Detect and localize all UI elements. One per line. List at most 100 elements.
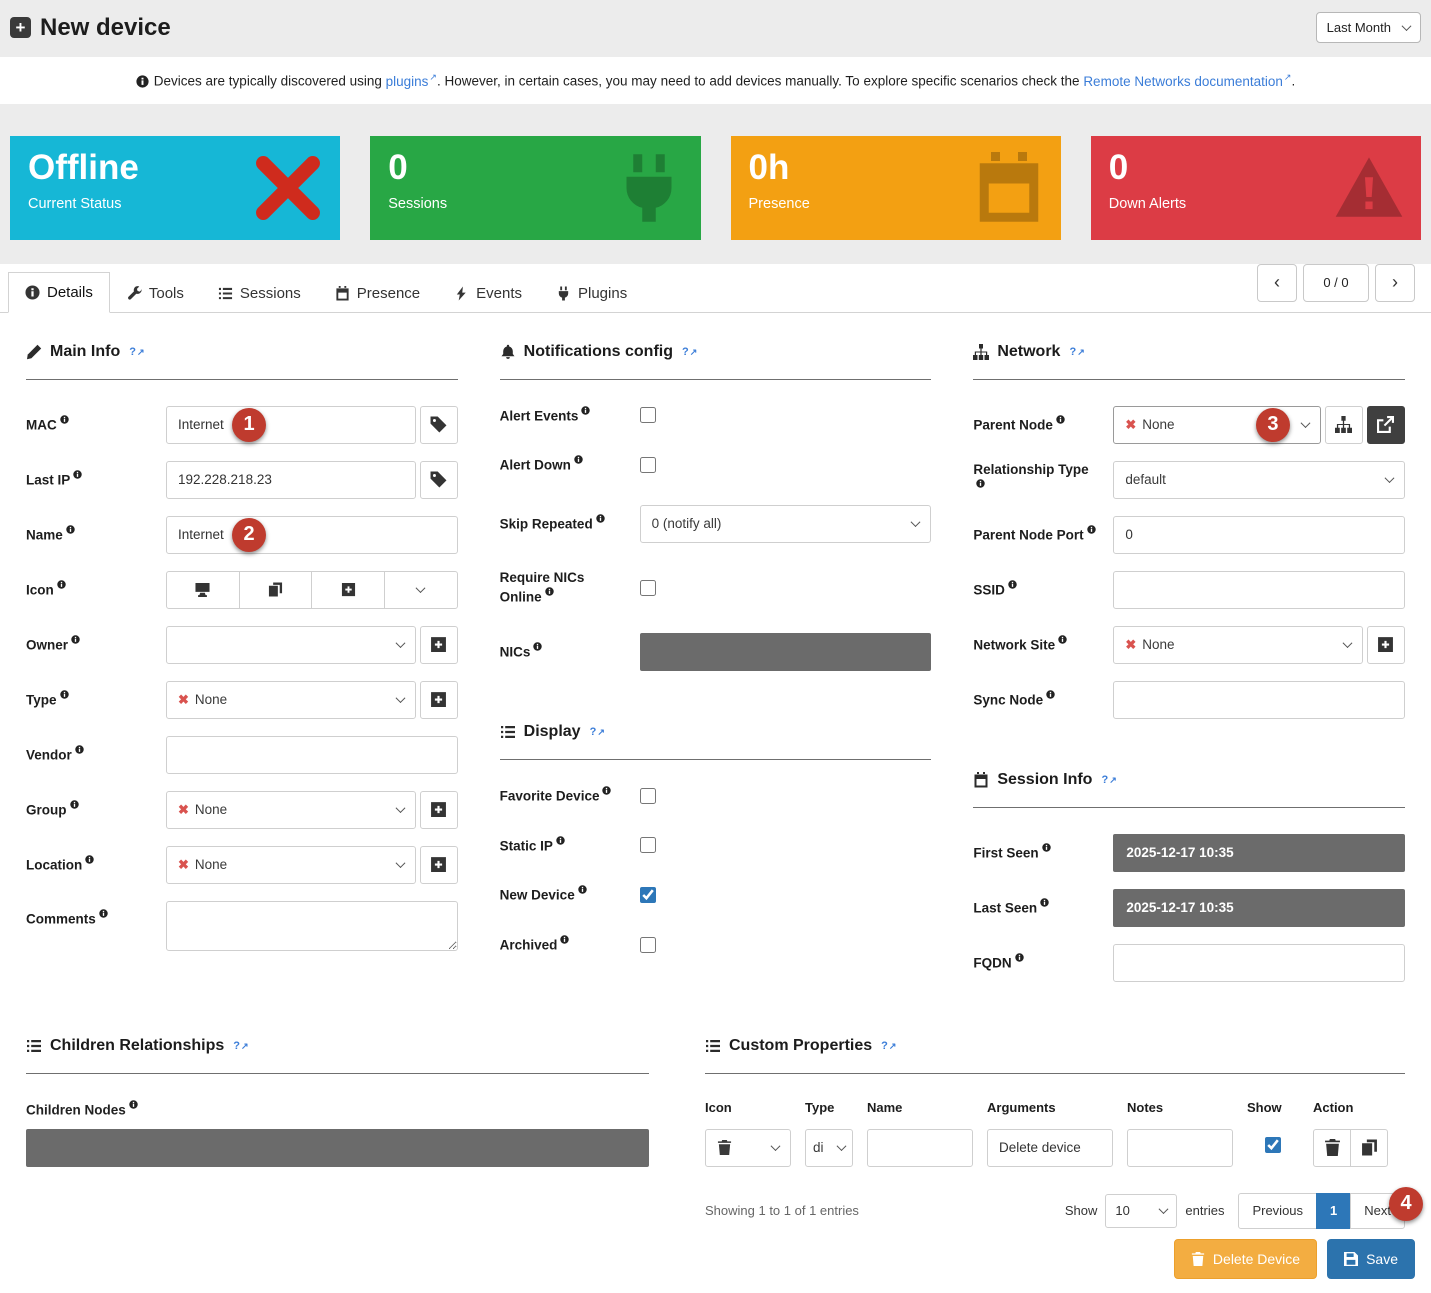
relationship-type-select[interactable]: default <box>1113 460 1405 499</box>
help-icon[interactable]: ?↗ <box>233 1039 249 1052</box>
property-icon-select[interactable] <box>705 1128 791 1167</box>
next-device-button[interactable]: › <box>1375 263 1415 302</box>
page-title: + New device <box>10 14 171 42</box>
skip-repeated-select[interactable]: 0 (notify all) <box>639 504 932 543</box>
tab-sessions[interactable]: Sessions <box>201 273 318 313</box>
page-size-select[interactable]: 10 <box>1105 1193 1178 1228</box>
alert-events-checkbox[interactable] <box>639 407 656 424</box>
help-icon[interactable]: ?↗ <box>129 345 145 358</box>
icon-copy-button[interactable] <box>238 570 313 609</box>
property-name-input[interactable] <box>867 1128 973 1167</box>
icon-select-button[interactable] <box>384 570 458 609</box>
list-icon <box>26 1038 42 1054</box>
prev-device-button[interactable]: ‹ <box>1257 263 1297 302</box>
remote-networks-link[interactable]: Remote Networks documentation↗ <box>1083 72 1292 89</box>
last-ip-input[interactable] <box>166 460 416 499</box>
device-tabs: Details Tools Sessions Presence Events P… <box>0 263 1431 313</box>
go-to-parent-button[interactable] <box>1366 405 1405 444</box>
new-device-checkbox[interactable] <box>639 887 656 904</box>
group-select[interactable]: ✖ None <box>166 790 416 829</box>
field-owner: Owner <box>26 625 458 664</box>
x-icon: ✖ <box>1125 636 1137 652</box>
page-1-button[interactable]: 1 <box>1316 1192 1352 1229</box>
mac-input[interactable] <box>166 405 416 444</box>
external-link-icon <box>1377 416 1394 433</box>
sync-node-input[interactable] <box>1113 680 1405 719</box>
delete-property-button[interactable] <box>1313 1128 1351 1167</box>
owner-select[interactable] <box>166 625 416 664</box>
add-type-button[interactable] <box>419 680 458 719</box>
info-icon <box>73 470 82 479</box>
section-title: Network <box>997 342 1061 360</box>
help-icon[interactable]: ?↗ <box>1069 345 1085 358</box>
x-icon: ✖ <box>178 801 189 817</box>
favorite-checkbox[interactable] <box>639 787 656 804</box>
callout-3: 3 <box>1255 407 1290 442</box>
fqdn-input[interactable] <box>1113 943 1405 982</box>
x-icon: ✖ <box>1125 416 1137 432</box>
info-icon <box>574 455 583 464</box>
field-parent-node-port: Parent Node Port <box>973 515 1405 554</box>
last-ip-tag-button[interactable] <box>419 460 458 499</box>
property-show-checkbox[interactable] <box>1265 1137 1281 1153</box>
name-input[interactable] <box>166 515 458 554</box>
tab-events[interactable]: Events <box>437 273 539 313</box>
plus-icon: + <box>10 17 31 38</box>
icon-add-button[interactable] <box>311 570 386 609</box>
sync-node-label: Sync Node <box>973 692 1044 708</box>
copy-icon <box>268 582 283 597</box>
property-type-select[interactable]: di <box>805 1128 853 1167</box>
add-group-button[interactable] <box>419 790 458 829</box>
property-arguments-input[interactable] <box>987 1128 1113 1167</box>
add-owner-button[interactable] <box>419 625 458 664</box>
add-network-site-button[interactable] <box>1366 625 1405 664</box>
trash-icon <box>1324 1139 1341 1156</box>
section-title: Children Relationships <box>50 1036 225 1054</box>
mac-tag-button[interactable] <box>419 405 458 444</box>
network-tree-button[interactable] <box>1324 405 1363 444</box>
copy-icon <box>1361 1139 1378 1156</box>
tab-presence[interactable]: Presence <box>318 273 437 313</box>
previous-page-button[interactable]: Previous <box>1238 1192 1318 1229</box>
presence-value: 0h <box>748 147 790 187</box>
duplicate-property-button[interactable] <box>1350 1128 1388 1167</box>
section-title: Session Info <box>997 770 1093 788</box>
plugins-link[interactable]: plugins↗ <box>385 72 437 89</box>
property-notes-input[interactable] <box>1127 1128 1233 1167</box>
custom-properties-footer: Showing 1 to 1 of 1 entries Show 10 entr… <box>705 1186 1423 1229</box>
static-ip-checkbox[interactable] <box>639 837 656 854</box>
info-icon <box>976 479 985 488</box>
add-location-button[interactable] <box>419 845 458 884</box>
network-site-select[interactable]: ✖ None <box>1113 625 1363 664</box>
top-zone: + New device Last Month Devices are typi… <box>0 0 1431 264</box>
comments-textarea[interactable] <box>166 900 458 951</box>
help-icon[interactable]: ?↗ <box>881 1039 897 1052</box>
require-nics-checkbox[interactable] <box>639 579 656 596</box>
tab-details[interactable]: Details <box>8 271 110 313</box>
field-sync-node: Sync Node <box>973 680 1405 719</box>
archived-checkbox[interactable] <box>639 936 656 953</box>
help-icon[interactable]: ?↗ <box>589 725 605 738</box>
icon-preview-button[interactable] <box>166 570 240 609</box>
delete-device-button[interactable]: Delete Device <box>1173 1238 1318 1279</box>
column-header: Notes <box>1127 1099 1164 1115</box>
parent-node-port-input[interactable] <box>1113 515 1405 554</box>
vendor-input[interactable] <box>166 735 458 774</box>
help-icon[interactable]: ?↗ <box>1101 773 1117 786</box>
ssid-input[interactable] <box>1113 570 1405 609</box>
plug-icon <box>613 152 685 224</box>
time-range-select[interactable]: Last Month <box>1315 12 1421 43</box>
save-button[interactable]: Save <box>1327 1238 1415 1279</box>
alert-down-checkbox[interactable] <box>639 457 656 474</box>
location-select[interactable]: ✖ None <box>166 845 416 884</box>
help-icon[interactable]: ?↗ <box>681 345 698 358</box>
comments-label: Comments <box>26 911 96 926</box>
tab-tools[interactable]: Tools <box>110 273 201 313</box>
tab-plugins[interactable]: Plugins <box>539 273 644 313</box>
info-icon <box>85 855 94 864</box>
network-site-label: Network Site <box>973 637 1056 653</box>
parent-node-select[interactable]: ✖ None 3 <box>1113 405 1321 444</box>
type-select[interactable]: ✖ None <box>166 680 416 719</box>
info-icon <box>602 786 611 795</box>
field-network-site: Network Site ✖ None <box>973 625 1405 664</box>
